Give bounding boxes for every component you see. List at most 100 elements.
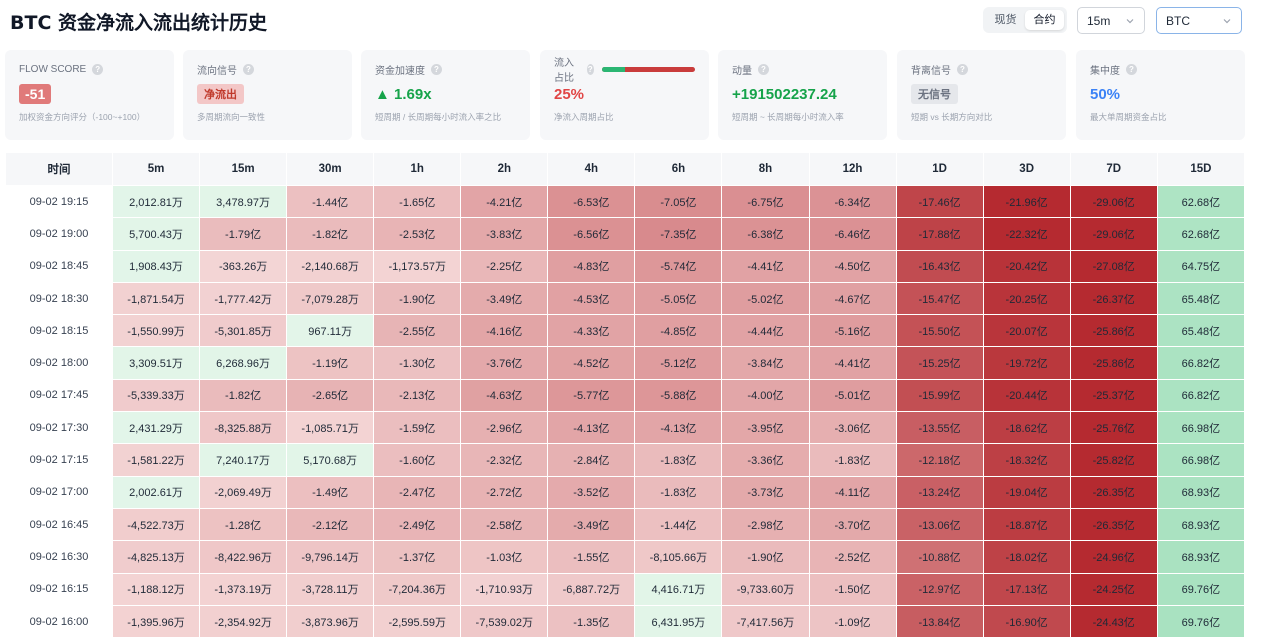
flow-cell: -1,085.71万 (287, 412, 374, 444)
flow-cell: -1,777.42万 (200, 282, 287, 315)
flow-cell: -8,105.66万 (635, 541, 722, 573)
timeframe-select[interactable]: 15m (1077, 7, 1145, 34)
flow-cell: 65.48亿 (1157, 315, 1244, 347)
flow-cell: -7,539.02万 (461, 605, 548, 638)
flow-cell: -26.35亿 (1070, 476, 1157, 508)
flow-cell: -17.46亿 (896, 186, 983, 218)
help-icon[interactable]: ? (243, 63, 254, 75)
flow-cell: -16.43亿 (896, 250, 983, 282)
flow-cell: 7,240.17万 (200, 444, 287, 476)
card-title: 资金加速度 (375, 65, 425, 77)
flow-cell: -1.44亿 (287, 186, 374, 218)
flow-cell: -2.25亿 (461, 250, 548, 282)
flow-cell: -2.32亿 (461, 444, 548, 476)
flow-cell: -1.65亿 (374, 186, 461, 218)
flow-cell: -20.42亿 (983, 250, 1070, 282)
help-icon[interactable]: ? (758, 63, 769, 75)
table-row: 09-02 17:45 -5,339.33万 -1.82亿 -2.65亿 -2.13亿 -… (6, 379, 1244, 412)
table-row: 09-02 16:15 -1,188.12万 -1,373.19万 -3,728.11… (6, 573, 1244, 605)
help-icon[interactable]: ? (957, 63, 968, 75)
column-header: 30m (287, 153, 374, 185)
flow-cell: -19.04亿 (983, 476, 1070, 508)
row-time: 09-02 18:45 (6, 250, 112, 282)
flow-cell: -3.52亿 (548, 476, 635, 508)
card-title: 集中度 (1090, 65, 1120, 77)
card-flow-score: FLOW SCORE? -51 加权资金方向评分（-100~+100） (5, 50, 174, 140)
flow-cell: -24.25亿 (1070, 573, 1157, 605)
flow-cell: -1.90亿 (722, 541, 809, 573)
flow-cell: -7.05亿 (635, 186, 722, 218)
flow-cell: -15.25亿 (896, 347, 983, 379)
table-row: 09-02 19:00 5,700.43万 -1.79亿 -1.82亿 -2.53亿 -3… (6, 218, 1244, 250)
flow-cell: -7,417.56万 (722, 605, 809, 638)
flow-cell: -7,079.28万 (287, 282, 374, 315)
flow-cell: -9,733.60万 (722, 573, 809, 605)
flow-cell: -5.01亿 (809, 379, 896, 412)
flow-cell: 66.98亿 (1157, 412, 1244, 444)
flow-cell: -1,373.19万 (200, 573, 287, 605)
flow-cell: 64.75亿 (1157, 250, 1244, 282)
concentration-value: 50% (1090, 85, 1121, 103)
tab-contract[interactable]: 合约 (1025, 10, 1064, 30)
help-icon[interactable]: ? (431, 63, 442, 75)
flow-cell: -1.59亿 (374, 412, 461, 444)
flow-cell: -2.58亿 (461, 508, 548, 541)
flow-cell: -1.50亿 (809, 573, 896, 605)
flow-cell: -15.99亿 (896, 379, 983, 412)
flow-cell: -1.83亿 (635, 444, 722, 476)
flow-cell: -12.18亿 (896, 444, 983, 476)
flow-cell: -2.55亿 (374, 315, 461, 347)
flow-cell: -25.37亿 (1070, 379, 1157, 412)
flow-cell: -6.38亿 (722, 218, 809, 250)
flow-cell: -24.43亿 (1070, 605, 1157, 638)
flow-cell: -4.53亿 (548, 282, 635, 315)
flow-cell: -4.13亿 (635, 412, 722, 444)
metric-cards: FLOW SCORE? -51 加权资金方向评分（-100~+100） 流向信号… (5, 50, 1245, 140)
flow-cell: 68.93亿 (1157, 476, 1244, 508)
row-time: 09-02 16:15 (6, 573, 112, 605)
flow-cell: -15.50亿 (896, 315, 983, 347)
flow-cell: 6,431.95万 (635, 605, 722, 638)
row-time: 09-02 18:00 (6, 347, 112, 379)
flow-cell: -6.75亿 (722, 186, 809, 218)
table-row: 09-02 19:15 2,012.81万 3,478.97万 -1.44亿 -1.65… (6, 186, 1244, 218)
flow-cell: -18.87亿 (983, 508, 1070, 541)
flow-history-table-wrap: 时间 5m 15m 30m 1h 2h 4h 6h 8h 12h 1D 3D 7D 15D 09-02 1… (5, 152, 1245, 638)
flow-cell: -6.34亿 (809, 186, 896, 218)
acceleration-value: ▲ 1.69x (375, 85, 432, 103)
flow-cell: -4.41亿 (809, 347, 896, 379)
flow-cell: -5.88亿 (635, 379, 722, 412)
symbol-select[interactable]: BTC (1156, 7, 1242, 34)
card-desc: 最大单周期资金占比 (1090, 112, 1167, 122)
column-header-time: 时间 (6, 153, 112, 185)
row-time: 09-02 17:00 (6, 476, 112, 508)
card-title: 动量 (732, 65, 752, 77)
flow-cell: -3.84亿 (722, 347, 809, 379)
divergence-badge: 无信号 (911, 84, 958, 104)
help-icon[interactable]: ? (1126, 63, 1137, 75)
flow-cell: -7,204.36万 (374, 573, 461, 605)
flow-cell: -4.33亿 (548, 315, 635, 347)
flow-cell: -2.53亿 (374, 218, 461, 250)
row-time: 09-02 17:15 (6, 444, 112, 476)
flow-history-table: 时间 5m 15m 30m 1h 2h 4h 6h 8h 12h 1D 3D 7D 15D 09-02 1… (5, 152, 1245, 638)
flow-cell: -5.12亿 (635, 347, 722, 379)
flow-cell: -20.07亿 (983, 315, 1070, 347)
card-flow-signal: 流向信号? 净流出 多周期流向一致性 (183, 50, 352, 140)
tab-spot[interactable]: 现货 (994, 14, 1017, 26)
flow-cell: 2,431.29万 (113, 412, 200, 444)
flow-cell: -18.32亿 (983, 444, 1070, 476)
flow-cell: 66.98亿 (1157, 444, 1244, 476)
flow-cell: 69.76亿 (1157, 573, 1244, 605)
column-header: 1D (896, 153, 983, 185)
inflow-ratio-value: 25% (554, 85, 585, 103)
flow-cell: -25.86亿 (1070, 347, 1157, 379)
flow-cell: -8,422.96万 (200, 541, 287, 573)
flow-cell: -1.19亿 (287, 347, 374, 379)
help-icon[interactable]: ? (586, 63, 594, 75)
help-icon[interactable]: ? (92, 63, 104, 75)
flow-cell: 68.93亿 (1157, 508, 1244, 541)
flow-cell: 2,002.61万 (113, 476, 200, 508)
flow-cell: 66.82亿 (1157, 347, 1244, 379)
flow-cell: 66.82亿 (1157, 379, 1244, 412)
